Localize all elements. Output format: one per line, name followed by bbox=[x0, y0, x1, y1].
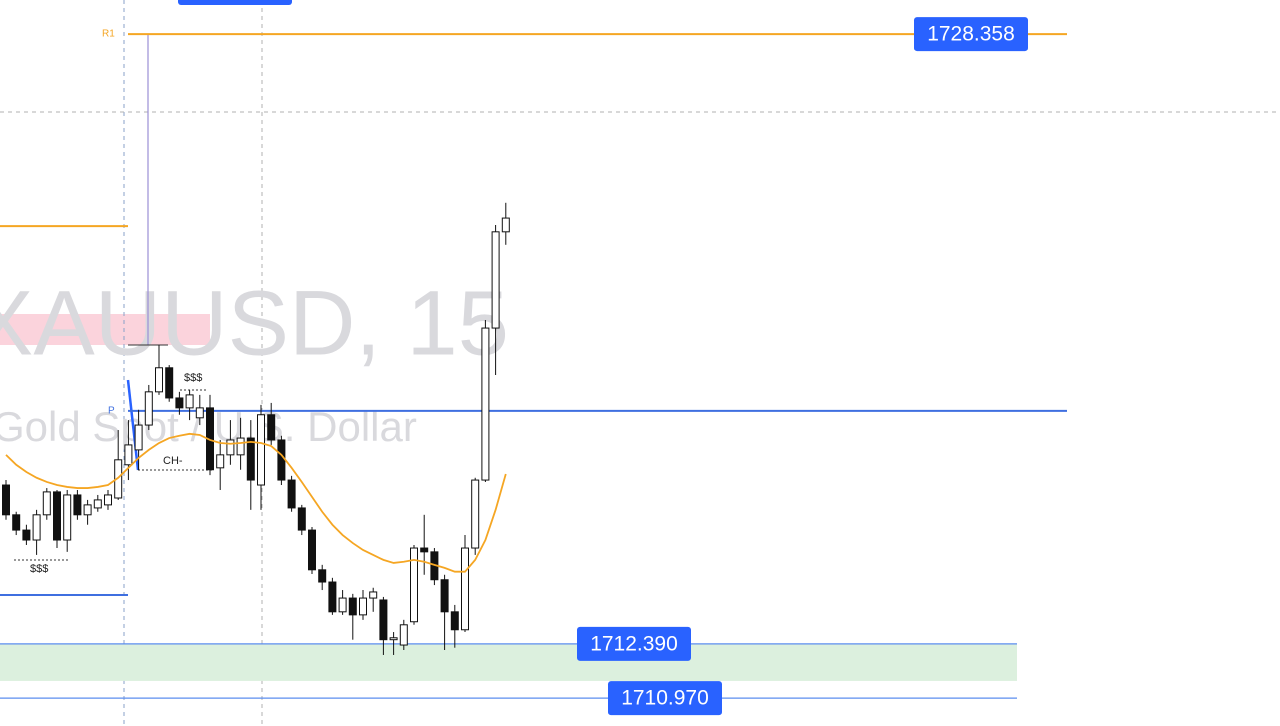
candle-body bbox=[226, 439, 235, 456]
pivot-label: P bbox=[108, 406, 115, 417]
candle-body bbox=[63, 494, 72, 541]
candle-body bbox=[420, 547, 429, 553]
candle-body bbox=[491, 231, 500, 329]
candle-body bbox=[410, 547, 418, 623]
candle-body bbox=[359, 597, 367, 616]
candle-body bbox=[195, 407, 204, 419]
candle-body bbox=[338, 597, 347, 613]
candle-body bbox=[328, 581, 337, 613]
candle-body bbox=[277, 439, 286, 481]
candle-body bbox=[236, 437, 245, 456]
candle-body bbox=[2, 484, 10, 516]
candle-body bbox=[175, 397, 184, 409]
price-label-box bbox=[608, 681, 722, 716]
pivot-label: R1 bbox=[102, 29, 115, 40]
candle-body bbox=[389, 637, 398, 641]
price-label-box bbox=[577, 626, 691, 661]
choch-label: CH- bbox=[163, 455, 183, 467]
candle-body bbox=[165, 367, 174, 399]
moving-average bbox=[5, 432, 507, 573]
label-box bbox=[178, 0, 292, 5]
price-label: 1712.390 bbox=[590, 632, 678, 655]
candle-body bbox=[104, 494, 112, 506]
candle-body bbox=[308, 529, 316, 571]
pink-zone bbox=[0, 314, 210, 345]
price-label: 1710.970 bbox=[621, 687, 709, 710]
candle-body bbox=[185, 394, 194, 409]
candle-body bbox=[297, 507, 306, 531]
candle-body bbox=[440, 579, 449, 613]
price-label-box bbox=[914, 17, 1028, 52]
swing-line bbox=[126, 379, 140, 471]
candle-body bbox=[32, 514, 41, 541]
candle-body bbox=[501, 217, 510, 233]
candle-body bbox=[471, 479, 480, 549]
candle-body bbox=[93, 499, 102, 509]
candle-body bbox=[369, 591, 378, 599]
liquidity-label: $$$ bbox=[30, 563, 48, 575]
candle-body bbox=[12, 514, 21, 531]
candle-body bbox=[399, 624, 408, 646]
candle-body bbox=[114, 459, 123, 499]
price-label: 1728.358 bbox=[927, 23, 1015, 46]
candle-body bbox=[481, 327, 490, 481]
candle-body bbox=[73, 494, 82, 516]
candle-body bbox=[42, 491, 51, 516]
candle-body bbox=[144, 391, 153, 426]
candle-body bbox=[246, 437, 255, 481]
candle-body bbox=[155, 367, 163, 393]
candle-body bbox=[267, 414, 276, 441]
candle-body bbox=[450, 611, 459, 631]
candle-body bbox=[461, 547, 469, 631]
candle-body bbox=[83, 504, 92, 516]
candle-body bbox=[216, 454, 225, 469]
candle-body bbox=[379, 599, 388, 641]
candle-body bbox=[134, 424, 143, 451]
demand-zone bbox=[0, 643, 1017, 681]
liquidity-label: $$$ bbox=[184, 372, 202, 384]
candle-body bbox=[22, 529, 31, 541]
candle-body bbox=[348, 597, 357, 616]
candle-body bbox=[318, 569, 327, 583]
candle-body bbox=[257, 414, 265, 486]
candle-body bbox=[53, 491, 61, 541]
watermark: XAUUSD, 15 bbox=[0, 272, 509, 374]
candle-body bbox=[124, 444, 133, 466]
candle-body bbox=[287, 479, 296, 509]
